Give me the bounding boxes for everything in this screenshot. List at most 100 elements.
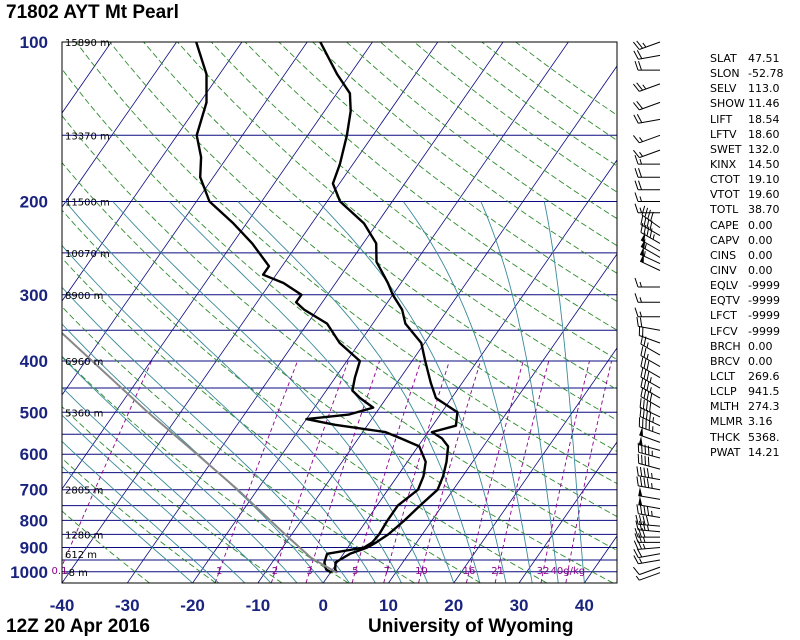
wind-barb	[633, 134, 661, 144]
wind-barb	[633, 566, 661, 576]
index-name: MLTH	[710, 400, 740, 414]
dry-adiabat-line	[210, 42, 617, 361]
wind-barb	[633, 149, 661, 159]
wind-barb	[636, 504, 661, 518]
wind-barb-feather	[646, 371, 650, 381]
wind-barb-flag	[640, 246, 644, 256]
index-value: 47.51	[748, 52, 780, 65]
isotherm-line	[62, 42, 177, 208]
wind-barb	[638, 325, 661, 344]
index-value: 0.00	[748, 248, 773, 262]
mixing-ratio-label: 1	[216, 566, 222, 577]
index-row-eqlv: EQLV -9999	[710, 278, 783, 293]
wind-barb-feather	[646, 390, 650, 401]
wind-barb-shaft	[639, 41, 661, 50]
height-label: 612 m	[65, 550, 97, 561]
mixing-ratio-line	[540, 360, 590, 583]
index-name: SLON	[710, 67, 740, 81]
index-row-pwat: PWAT 14.21	[710, 445, 783, 460]
wind-barb-feather	[645, 515, 650, 526]
wind-barb-feather	[649, 402, 652, 413]
wind-barb-half-feather	[639, 207, 642, 213]
index-name: SWET	[710, 142, 742, 156]
wind-barb	[640, 377, 661, 399]
pressure-tick-label: 600	[20, 445, 48, 464]
index-name: THCK	[710, 430, 740, 444]
wind-barb-half-feather	[642, 84, 647, 90]
wind-barb-half-feather	[639, 297, 642, 303]
dry-adiabat-line	[109, 42, 617, 453]
moist-adiabat-line	[62, 440, 220, 583]
wind-barb-shaft	[639, 149, 661, 159]
moist-adiabat-line	[169, 201, 455, 583]
wind-barb-shaft	[638, 523, 661, 527]
index-name: LIFT	[710, 112, 733, 126]
wind-barb-feather	[643, 379, 647, 390]
height-label: 1280 m	[65, 530, 103, 541]
wind-barb-feather	[635, 520, 639, 530]
index-value: 14.21	[748, 445, 780, 459]
wind-barb	[633, 82, 661, 92]
moist-adiabat-line	[543, 201, 585, 583]
wind-barb-shaft	[639, 572, 661, 581]
wind-barb	[633, 40, 661, 50]
index-name: PWAT	[710, 445, 741, 459]
dewpoint-profile-line	[195, 42, 427, 574]
index-name: CAPV	[710, 233, 740, 247]
wind-barb-feather	[637, 540, 643, 550]
index-value: 38.70	[748, 203, 780, 217]
wind-barb	[634, 307, 660, 318]
index-value: 0.00	[748, 233, 773, 247]
wind-barb-feather	[644, 455, 646, 466]
isotherm-line	[62, 42, 308, 396]
wind-barb-feather	[639, 477, 643, 487]
pressure-tick-label: 900	[20, 539, 48, 558]
wind-barb-shaft	[639, 134, 661, 144]
index-value: 269.6	[748, 369, 780, 383]
wind-barb-feather	[634, 192, 639, 202]
wind-barb-half-feather	[649, 377, 652, 383]
pressure-tick-label: 100	[20, 33, 48, 52]
wind-barb-feather	[634, 277, 639, 288]
index-value: -9999	[748, 279, 780, 293]
index-value: -9999	[748, 309, 780, 323]
wind-barb-feather	[634, 168, 639, 178]
wind-barb	[639, 426, 661, 443]
wind-barb-shaft	[639, 415, 661, 427]
index-name: EQTV	[710, 294, 740, 308]
wind-barb	[634, 60, 660, 71]
mixing-ratio-line	[383, 360, 450, 583]
moist-adiabat-line	[62, 465, 193, 583]
wind-barb-half-feather	[639, 311, 642, 317]
index-value: 18.54	[748, 112, 780, 126]
temperature-tick-label: -20	[180, 596, 205, 615]
mixing-ratio-label: 5	[352, 566, 358, 577]
moist-adiabat-line	[62, 356, 298, 583]
index-row-totl: TOTL 38.70	[710, 202, 783, 217]
height-label: 8900 m	[65, 291, 103, 302]
isotherm-line	[62, 42, 373, 490]
isotherm-line	[62, 42, 243, 302]
wind-barb	[635, 572, 661, 581]
wind-barb	[634, 533, 660, 543]
dry-adiabat-line	[75, 42, 617, 485]
index-name: LFCV	[710, 324, 738, 338]
wind-barb-shaft	[638, 475, 661, 481]
index-row-cins: CINS 0.00	[710, 248, 783, 263]
height-label: 2805 m	[65, 486, 103, 497]
index-row-eqtv: EQTV -9999	[710, 293, 783, 308]
wind-barb-feather	[647, 209, 651, 220]
moist-adiabat-line	[62, 414, 246, 583]
wind-barb-feather	[643, 224, 647, 235]
index-value: 0.00	[748, 354, 773, 368]
mixing-ratio-line	[418, 360, 482, 583]
wind-barb-flag	[638, 436, 643, 446]
wind-barb-feather	[649, 228, 653, 238]
mixing-ratio-line	[270, 360, 349, 583]
dry-adiabat-line	[62, 406, 283, 583]
wind-barb-feather	[636, 40, 643, 49]
mixing-ratio-label: 21	[491, 566, 504, 577]
index-row-capv: CAPV 0.00	[710, 233, 783, 248]
wind-barb-feather	[638, 520, 643, 531]
wind-barb-half-feather	[651, 472, 653, 479]
